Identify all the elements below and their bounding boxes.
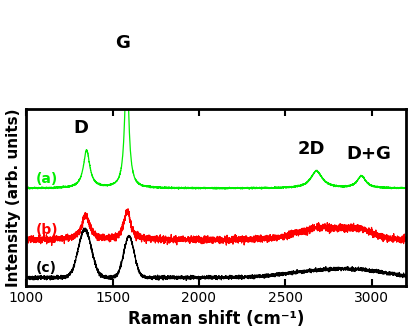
Y-axis label: Intensity (arb. units): Intensity (arb. units) (5, 109, 21, 287)
Text: D: D (73, 120, 88, 138)
X-axis label: Raman shift (cm⁻¹): Raman shift (cm⁻¹) (128, 310, 304, 328)
Text: (b): (b) (35, 223, 58, 237)
Text: (a): (a) (35, 172, 58, 186)
Text: (c): (c) (35, 261, 56, 275)
Text: D+G: D+G (346, 145, 391, 163)
Text: G: G (115, 34, 130, 52)
Text: 2D: 2D (297, 140, 325, 158)
